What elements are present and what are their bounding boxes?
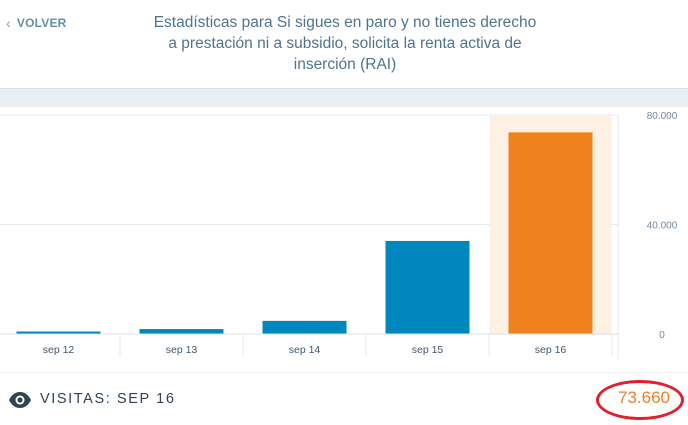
chevron-left-icon: ‹: [6, 15, 11, 31]
red-circle-annotation: [596, 380, 684, 420]
y-tick-label: 40.000: [647, 221, 678, 232]
back-button[interactable]: ‹ VOLVER: [6, 15, 67, 31]
chart-top-band: [0, 88, 688, 107]
bar: [508, 132, 593, 334]
x-tick-label: sep 15: [412, 344, 444, 356]
y-tick-label: 80.000: [647, 111, 678, 122]
x-tick-label: sep 16: [535, 344, 567, 356]
bar: [16, 331, 101, 334]
stats-footer: VISITAS: SEP 16 73.660: [0, 372, 688, 425]
x-tick-label: sep 14: [289, 344, 321, 356]
bar-chart: sep 12 sep 13 sep 14 sep 15 sep 16 80.000 40.0…: [0, 111, 678, 359]
x-tick-label: sep 12: [43, 344, 75, 356]
y-tick-label: 0: [659, 330, 665, 341]
header: ‹ VOLVER Estadísticas para Si sigues en …: [0, 0, 688, 88]
back-label: VOLVER: [16, 16, 67, 30]
page-title: Estadísticas para Si sigues en paro y no…: [153, 14, 537, 73]
bar: [385, 240, 470, 334]
x-tick-label: sep 13: [166, 344, 198, 356]
bar: [262, 320, 347, 334]
visits-label: VISITAS: SEP 16: [40, 391, 176, 407]
eye-icon: [9, 392, 31, 408]
chart: sep 12 sep 13 sep 14 sep 15 sep 16 80.000 40.0…: [0, 107, 688, 369]
bar: [139, 329, 224, 334]
